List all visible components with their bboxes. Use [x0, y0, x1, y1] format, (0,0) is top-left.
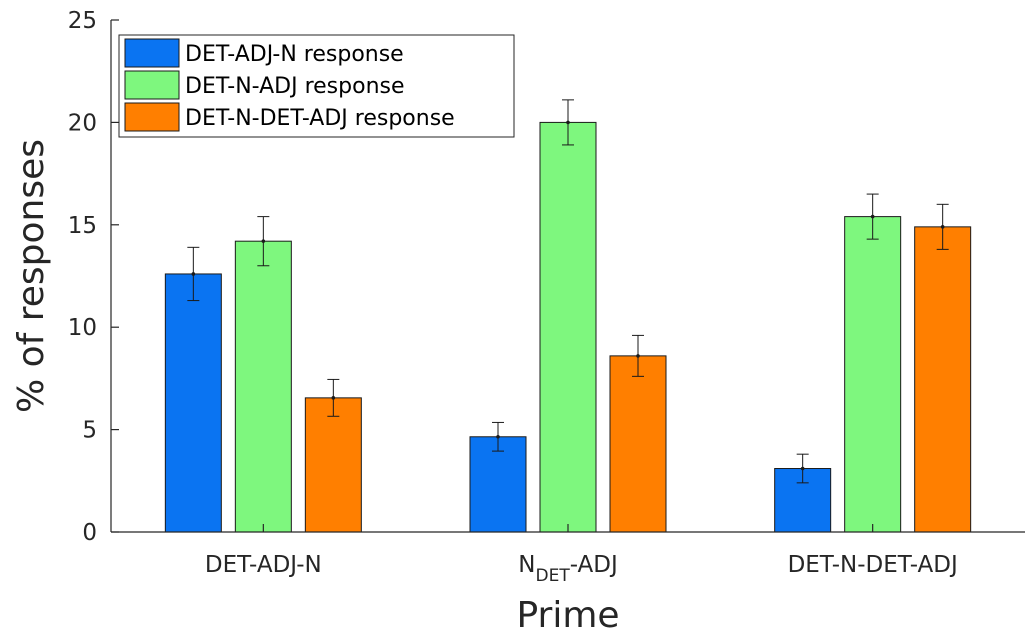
x-tick-label: NDET-ADJ — [518, 552, 617, 586]
legend-swatch — [124, 70, 180, 100]
y-tick-label: 25 — [68, 8, 97, 34]
bar — [234, 240, 292, 533]
legend: DET-ADJ-N response DET-N-ADJ response DET-… — [118, 34, 515, 138]
legend-label: DET-N-ADJ response — [185, 74, 405, 99]
legend-entry: DET-N-DET-ADJ response — [124, 102, 455, 132]
x-axis-ticks: DET-ADJ-N NDET-ADJ DET-N-DET-ADJ — [205, 524, 958, 586]
error-bar — [632, 334, 644, 377]
legend-label: DET-ADJ-N response — [185, 42, 404, 67]
y-axis-ticks: 0 5 10 15 20 25 — [68, 8, 119, 546]
y-tick-label: 20 — [68, 110, 97, 136]
error-bars-group — [187, 99, 949, 484]
error-bar — [327, 378, 340, 417]
x-tick-label: DET-ADJ-N — [205, 552, 322, 578]
legend-box — [118, 34, 515, 138]
y-tick-label: 5 — [82, 418, 97, 444]
legend-entry: DET-ADJ-N response — [124, 38, 404, 68]
bar — [539, 121, 597, 533]
legend-swatch — [124, 102, 180, 132]
x-tick-label: DET-N-DET-ADJ — [788, 552, 958, 578]
legend-entry: DET-N-ADJ response — [124, 70, 405, 100]
bar — [609, 355, 667, 533]
bar — [914, 226, 972, 533]
legend-label: DET-N-DET-ADJ response — [185, 106, 455, 131]
error-bar — [936, 203, 949, 250]
bar — [469, 436, 527, 533]
error-bar — [562, 99, 574, 146]
bar — [164, 273, 222, 533]
error-bar — [492, 421, 504, 452]
error-bar — [187, 246, 200, 302]
bar — [304, 397, 362, 533]
y-axis-title: % of responses — [11, 139, 52, 413]
legend-swatch — [124, 38, 180, 68]
error-bar — [796, 453, 809, 484]
bars-group — [164, 121, 972, 533]
error-bar — [257, 216, 270, 267]
error-bar — [866, 193, 879, 240]
x-axis-title: Prime — [516, 595, 619, 636]
y-tick-label: 15 — [68, 213, 97, 239]
y-tick-label: 10 — [68, 315, 97, 341]
bar — [844, 216, 902, 533]
y-tick-label: 0 — [82, 520, 97, 546]
